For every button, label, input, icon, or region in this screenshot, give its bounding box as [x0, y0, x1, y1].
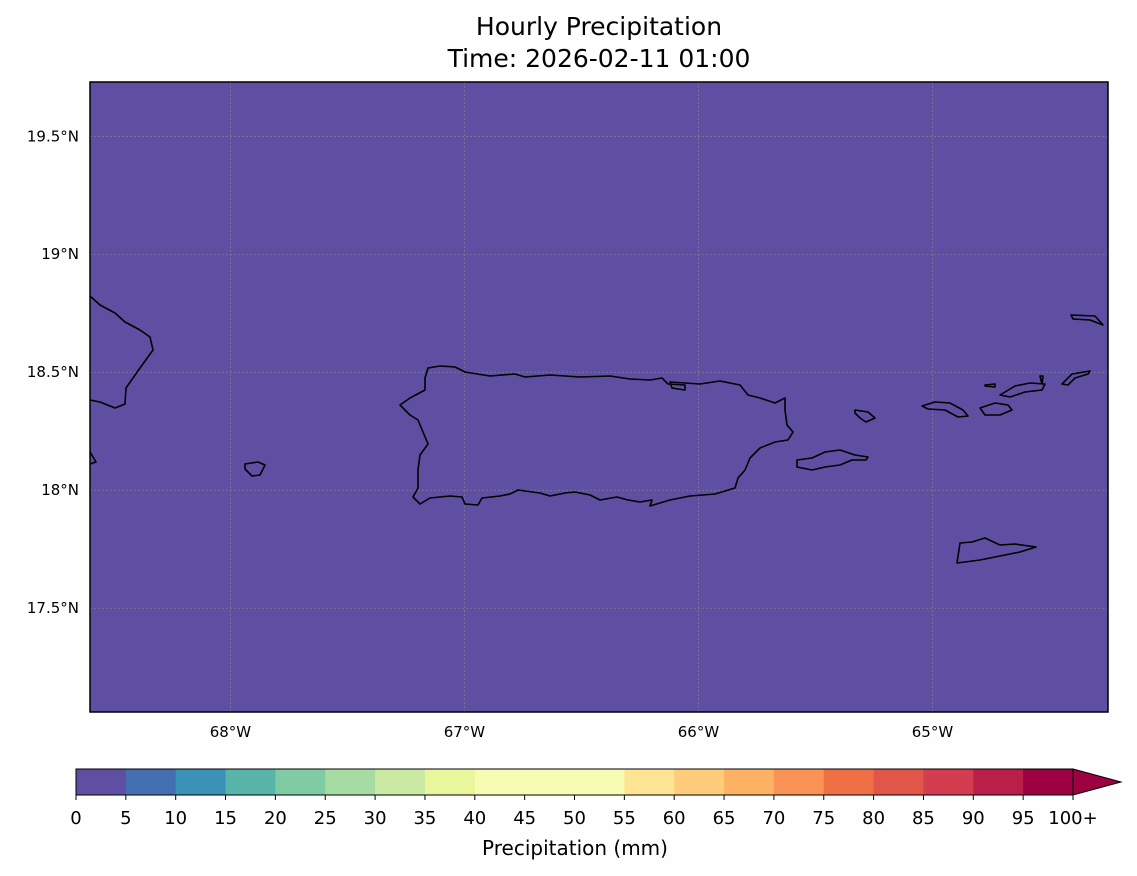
colorbar-segment [923, 769, 974, 795]
colorbar-segment [1023, 769, 1074, 795]
colorbar-segment [225, 769, 276, 795]
colorbar-tick-label: 70 [762, 808, 785, 829]
colorbar-segment [574, 769, 625, 795]
colorbar-segment [773, 769, 825, 795]
colorbar-segment [674, 769, 725, 795]
chart-title: Hourly Precipitation [475, 12, 723, 41]
colorbar-segment [125, 769, 177, 795]
colorbar-tick-label: 20 [264, 808, 287, 829]
anegada-coastline [1070, 314, 1104, 326]
colorbar-tick-label: 35 [413, 808, 436, 829]
colorbar-tick-label: 60 [663, 808, 686, 829]
chart-subtitle: Time: 2026-02-11 01:00 [447, 44, 751, 73]
lat-tick-label: 18.5°N [27, 363, 79, 381]
colorbar-tick-label: 55 [613, 808, 636, 829]
colorbar-label: Precipitation (mm) [482, 836, 668, 860]
colorbar-segment [973, 769, 1024, 795]
hispaniola-coastline [89, 295, 154, 465]
colorbar-segment [325, 769, 376, 795]
colorbar-tick-label: 15 [214, 808, 237, 829]
colorbar-segment [76, 769, 127, 795]
virgin-gorda-coastline [1061, 370, 1091, 386]
colorbar-segment [175, 769, 227, 795]
colorbar-tick-label: 100+ [1048, 808, 1097, 829]
tortola-coastline [984, 375, 1046, 398]
colorbar-segment [474, 769, 526, 795]
lon-tick-label: 67°W [444, 723, 486, 741]
culebra-coastline [854, 409, 876, 423]
colorbar-tick-label: 40 [463, 808, 486, 829]
colorbar-tick-label: 45 [513, 808, 536, 829]
lon-tick-label: 66°W [678, 723, 720, 741]
colorbar-segment [873, 769, 924, 795]
lat-tick-label: 18°N [41, 481, 79, 499]
colorbar-tick-label: 75 [812, 808, 835, 829]
map-frame [89, 81, 1109, 713]
lon-tick-label: 65°W [912, 723, 954, 741]
colorbar-tick-label: 25 [314, 808, 337, 829]
puerto-rico-coastline [399, 365, 794, 507]
colorbar-segment [375, 769, 426, 795]
lat-tick-label: 19°N [41, 245, 79, 263]
colorbar-segment [524, 769, 575, 795]
colorbar-tick-label: 50 [563, 808, 586, 829]
st-thomas-coastline [921, 401, 969, 418]
mona-island-coastline [244, 461, 266, 477]
colorbar-tick-label: 80 [862, 808, 885, 829]
colorbar-segment [823, 769, 875, 795]
colorbar-segment [624, 769, 675, 795]
colorbar-tick-label: 90 [962, 808, 985, 829]
colorbar-tick-label: 30 [364, 808, 387, 829]
map-background [90, 82, 1108, 712]
lat-tick-label: 19.5°N [27, 127, 79, 145]
colorbar-segment [424, 769, 476, 795]
coastlines [89, 295, 1104, 564]
colorbar-segment [275, 769, 326, 795]
colorbar-tick-label: 95 [1012, 808, 1035, 829]
colorbar-extend-arrow [1072, 768, 1123, 796]
colorbar: 0 5 10 15 20 25 30 35 40 45 50 55 60 65 70 75 80 85 90 95 10… [70, 768, 1123, 829]
colorbar-segment [724, 769, 775, 795]
gridlines [90, 82, 1108, 712]
st-croix-coastline [956, 537, 1037, 564]
lon-tick-label: 68°W [210, 723, 252, 741]
st-john-coastline [979, 402, 1013, 416]
lat-tick-label: 17.5°N [27, 599, 79, 617]
colorbar-tick-label: 65 [713, 808, 736, 829]
colorbar-tick-label: 0 [70, 808, 81, 829]
colorbar-tick-label: 85 [912, 808, 935, 829]
colorbar-tick-label: 5 [120, 808, 131, 829]
vieques-coastline [796, 449, 869, 471]
colorbar-tick-label: 10 [164, 808, 187, 829]
